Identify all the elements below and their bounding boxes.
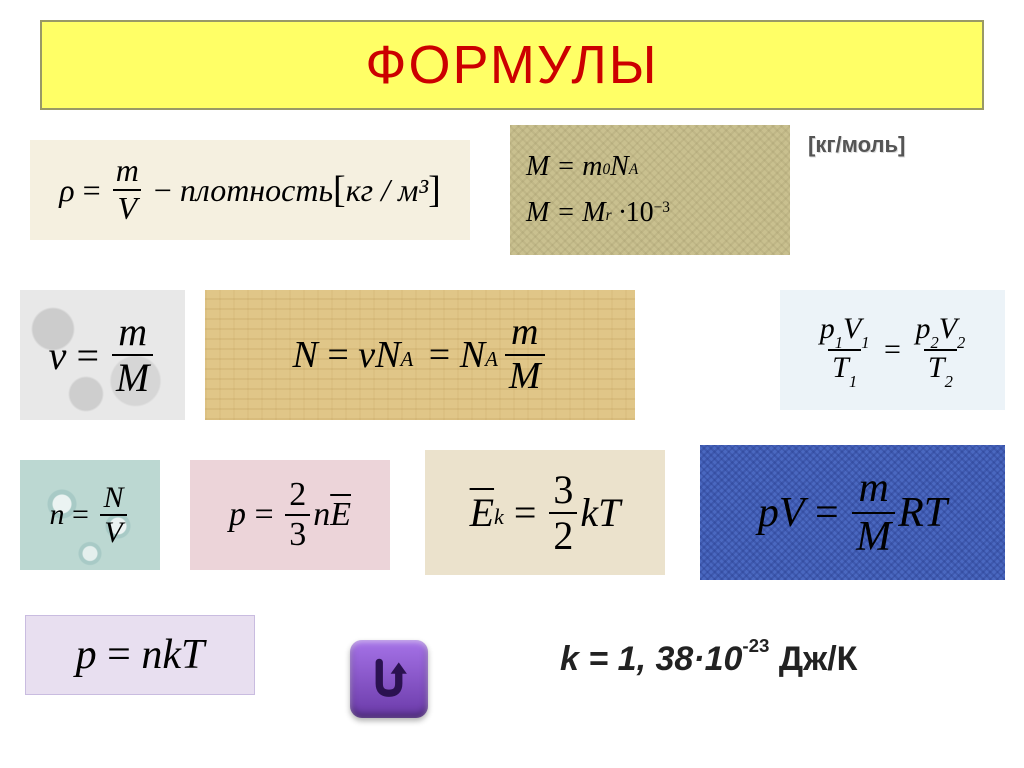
ideal-num: m [854, 466, 892, 511]
pnkT-rhs: nkT [141, 631, 204, 679]
eq-sign: = [429, 333, 450, 377]
Ek-E: E [470, 489, 494, 536]
nu-num: m [114, 311, 151, 354]
NA-N: N [375, 333, 400, 377]
sub2b: 2 [957, 333, 965, 352]
ek-kT: kT [580, 489, 620, 536]
ek-den: 2 [549, 512, 577, 557]
rho-symbol: ρ [59, 172, 74, 209]
conc-num: N [99, 482, 127, 515]
formula-density: ρ = m V − плотность [кг / м³] [30, 140, 470, 240]
sub1b: 1 [861, 333, 869, 352]
eq-sign: = [327, 333, 348, 377]
formula-mean-kinetic-energy: Ek = 3 2 kT [425, 450, 665, 575]
boltz-right: Дж/К [769, 640, 857, 678]
T2: T [928, 351, 945, 384]
formula-molar-mass: M = m0 NA M = Mr · 10−3 [510, 125, 790, 255]
eq-sign: = [107, 631, 131, 679]
title-banner: ФОРМУЛЫ [40, 20, 984, 110]
density-den: V [113, 189, 141, 226]
Nchain-den: M [505, 354, 545, 397]
formula-N-chain: N = ν NA = NA m M [205, 290, 635, 420]
V2: V [939, 312, 957, 345]
page-title: ФОРМУЛЫ [365, 34, 658, 96]
eq-sign: = [556, 151, 575, 183]
pressure-n: n [313, 496, 330, 534]
eq-sign: = [76, 332, 99, 379]
ideal-den: M [852, 512, 895, 559]
eq-sign: = [255, 496, 274, 534]
ideal-RT: RT [898, 489, 947, 537]
molar-m0-0: 0 [602, 161, 610, 179]
eq-sign: = [514, 489, 537, 536]
molar-unit-label: [кг/моль] [808, 132, 905, 158]
molar-Mr-r: r [606, 207, 612, 225]
formula-p-nkT: p = nkT [25, 615, 255, 695]
u-turn-up-icon [363, 651, 415, 708]
molar-ten: 10 [626, 197, 654, 229]
eq-sign: = [815, 489, 839, 537]
eq-sign: = [72, 498, 89, 532]
Nchain-num: m [507, 313, 542, 354]
pressure-Ebar: E [330, 496, 351, 534]
molar-NA-A: A [629, 161, 638, 179]
density-unit: кг / м³ [346, 172, 428, 209]
return-button[interactable] [350, 640, 428, 718]
pressure-num: 2 [285, 477, 310, 514]
formula-ideal-gas: pV = m M RT [700, 445, 1005, 580]
molar-Mr-M: M [582, 197, 605, 229]
formula-pressure-kinetic: p = 2 3 nE [190, 460, 390, 570]
eq-sign: = [556, 197, 575, 229]
nu-den: M [112, 354, 153, 399]
boltz-left: k = 1, 38·10 [560, 640, 742, 678]
formula-concentration: n = N V [20, 460, 160, 570]
density-num: m [112, 154, 143, 189]
N-symbol: N [292, 333, 317, 377]
sub1c: 1 [849, 372, 857, 391]
NA-A: A [401, 347, 414, 372]
p-symbol: p [229, 496, 246, 534]
Ek-k: k [494, 504, 504, 530]
V1: V [843, 312, 861, 345]
density-label: плотность [180, 172, 333, 209]
formula-combined-gas-law: p1V1 T1 = p2V2 T2 [780, 290, 1005, 410]
pressure-den: 3 [285, 514, 310, 553]
nu-symbol: ν [49, 332, 67, 379]
ek-num: 3 [549, 469, 577, 512]
sub1: 1 [835, 333, 843, 352]
molar-M2: M [526, 197, 549, 229]
formula-nu: ν = m M [20, 290, 185, 420]
eq-sign: = [884, 333, 901, 367]
molar-m0-m: m [582, 151, 602, 183]
density-sep: − [154, 172, 172, 209]
T1: T [832, 351, 849, 384]
boltz-exp: -23 [742, 635, 769, 656]
sub2: 2 [930, 333, 938, 352]
sub2c: 2 [945, 372, 953, 391]
molar-dot: · [619, 197, 626, 229]
molar-M1: M [526, 151, 549, 183]
pnkT-p: p [76, 631, 97, 679]
p1: p [820, 312, 835, 345]
conc-den: V [100, 514, 126, 549]
NA-N2: N [460, 333, 485, 377]
eq-sign: = [83, 172, 101, 209]
NA-A2: A [485, 347, 498, 372]
n-symbol: n [50, 498, 65, 532]
ideal-pV: pV [758, 489, 805, 537]
boltzmann-constant: k = 1, 38·10-23 Дж/К [560, 640, 857, 679]
molar-NA-N: N [610, 151, 629, 183]
p2: p [915, 312, 930, 345]
molar-exp: −3 [654, 199, 670, 217]
nu-symbol: ν [358, 333, 375, 377]
